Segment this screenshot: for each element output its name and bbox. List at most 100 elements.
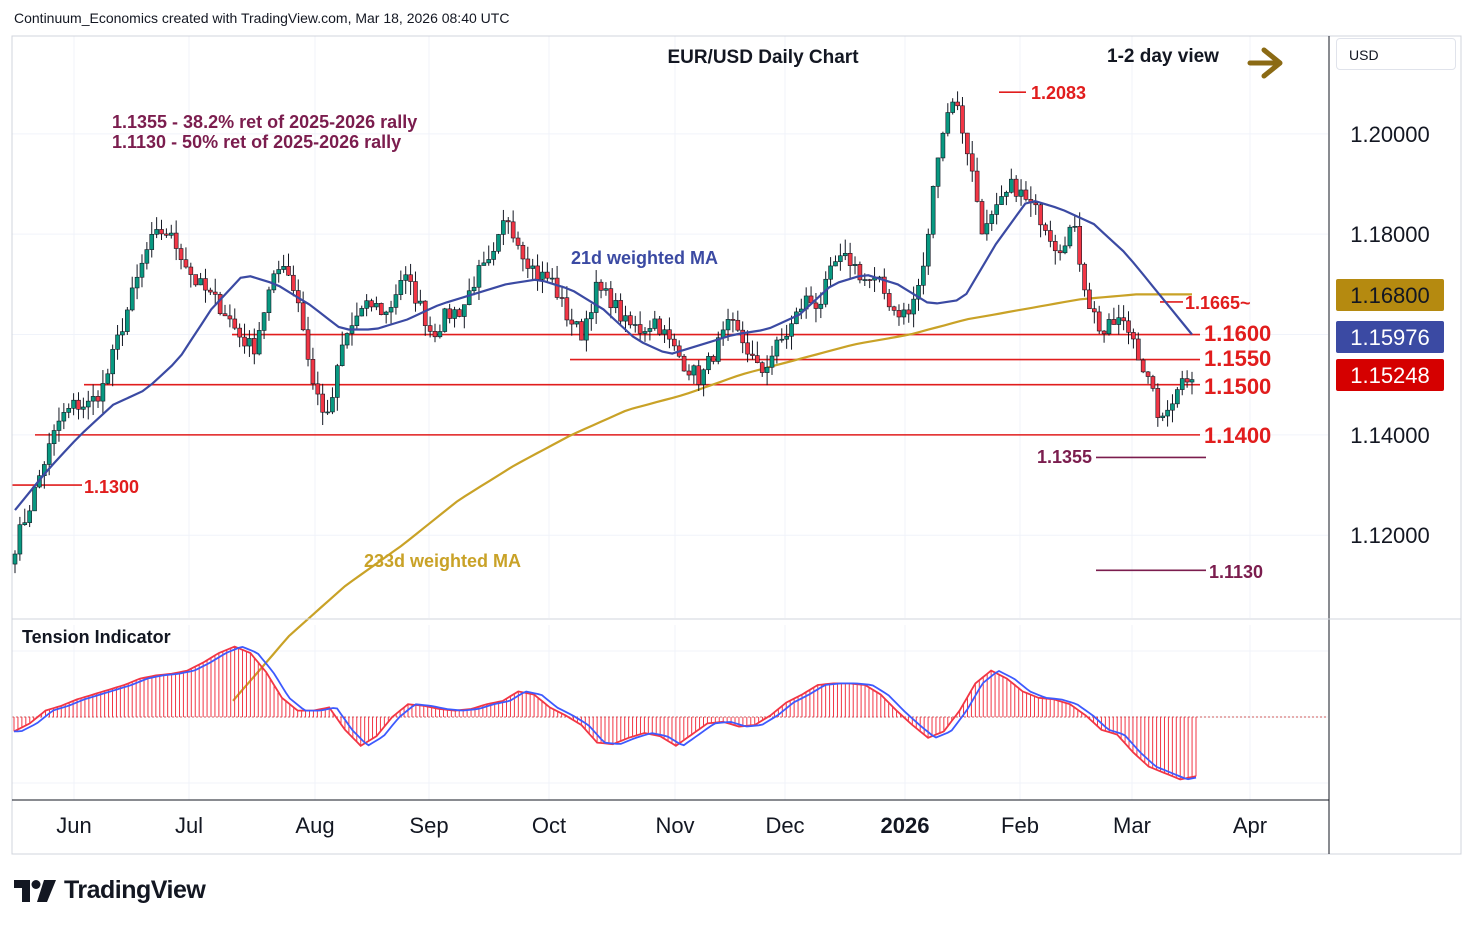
currency-selector[interactable]: USD — [1336, 38, 1456, 70]
candle-body — [442, 308, 448, 332]
candle-body — [120, 331, 125, 336]
candle-body — [715, 337, 721, 362]
candle-body — [452, 309, 457, 319]
candle-body — [525, 258, 531, 269]
candle-body — [969, 153, 975, 172]
candle-body — [408, 274, 413, 282]
candle-body — [208, 289, 213, 293]
candle-body — [300, 302, 306, 331]
candle-body — [916, 284, 921, 300]
candle-body — [1145, 371, 1151, 377]
candle-body — [847, 252, 853, 266]
candle-body — [203, 278, 208, 291]
candle-body — [1052, 241, 1058, 252]
candle-body — [173, 232, 179, 249]
candle-body — [61, 412, 67, 422]
candle-body — [144, 249, 150, 264]
candle-body — [115, 334, 120, 350]
candle-body — [735, 319, 741, 331]
candle-body — [1101, 330, 1107, 335]
candle-body — [100, 383, 106, 402]
candle-body — [901, 309, 907, 318]
candle-body — [706, 355, 711, 371]
candle-body — [320, 393, 325, 413]
candle-body — [344, 333, 350, 346]
candle-body — [466, 290, 472, 305]
candle-body — [71, 399, 76, 409]
candle-body — [833, 261, 838, 267]
fib-level-label: 1.1130 — [1209, 562, 1263, 582]
candle-body — [1043, 224, 1048, 231]
candle-body — [247, 338, 252, 347]
y-tick-label: 1.12000 — [1350, 523, 1430, 548]
candle-body — [462, 304, 467, 317]
candle-body — [921, 265, 926, 286]
candle-body — [842, 252, 848, 257]
candle-body — [335, 365, 340, 398]
candle-body — [496, 234, 501, 252]
candle-body — [276, 269, 282, 275]
candle-body — [603, 288, 609, 291]
candle-body — [1018, 189, 1024, 197]
candle-body — [81, 406, 86, 410]
candle-body — [1004, 191, 1009, 197]
candle-body — [237, 327, 242, 338]
ma233-path — [232, 293, 1192, 702]
candle-body — [242, 336, 247, 347]
candle-body — [950, 101, 955, 113]
candle-body — [232, 318, 238, 329]
candle-body — [315, 383, 321, 395]
candle-body — [85, 400, 91, 408]
candle-body — [1092, 308, 1097, 313]
candle-body — [882, 276, 887, 294]
candle-body — [1057, 250, 1063, 254]
candle-body — [1033, 202, 1039, 206]
candle-body — [1111, 319, 1117, 325]
candle-body — [149, 233, 155, 250]
candle-body — [134, 276, 140, 289]
candle-body — [974, 170, 980, 202]
x-tick-label: Apr — [1233, 813, 1267, 838]
candle-body — [549, 277, 555, 280]
candle-body — [364, 300, 369, 309]
candle-body — [17, 524, 23, 555]
candle-body — [647, 328, 653, 332]
candle-body — [637, 324, 643, 334]
candle-body — [178, 248, 184, 261]
candle-body — [398, 280, 404, 295]
candle-body — [1160, 415, 1165, 418]
tension-indicator — [12, 645, 1328, 781]
candle-body — [125, 309, 130, 332]
candle-body — [965, 132, 970, 155]
tension-average-line — [14, 645, 1197, 781]
x-tick-label: Nov — [655, 813, 694, 838]
price-label-bg — [1336, 359, 1444, 391]
candle-body — [608, 288, 614, 309]
price-label: 1.15976 — [1350, 325, 1430, 350]
candle-body — [393, 294, 399, 308]
candle-body — [759, 362, 765, 373]
x-tick-label: Jul — [175, 813, 203, 838]
candle-body — [1116, 317, 1122, 325]
candle-body — [930, 186, 936, 235]
candle-body — [418, 300, 423, 304]
candle-body — [12, 553, 18, 565]
candle-body — [857, 264, 863, 281]
candle-body — [584, 318, 589, 341]
candle-body — [168, 232, 174, 236]
candle-body — [1067, 226, 1073, 247]
candle-body — [662, 329, 667, 335]
candle-body — [867, 279, 872, 281]
candle-body — [515, 237, 521, 246]
candle-body — [779, 338, 785, 341]
candle-body — [183, 259, 189, 268]
tradingview-logo[interactable]: TradingView — [14, 876, 206, 905]
candle-body — [784, 335, 789, 340]
candle-body — [491, 250, 496, 260]
price-label: 1.16800 — [1350, 283, 1430, 308]
candle-body — [945, 112, 951, 134]
candle-body — [422, 300, 428, 326]
candle-body — [828, 265, 833, 280]
candle-body — [574, 321, 579, 325]
